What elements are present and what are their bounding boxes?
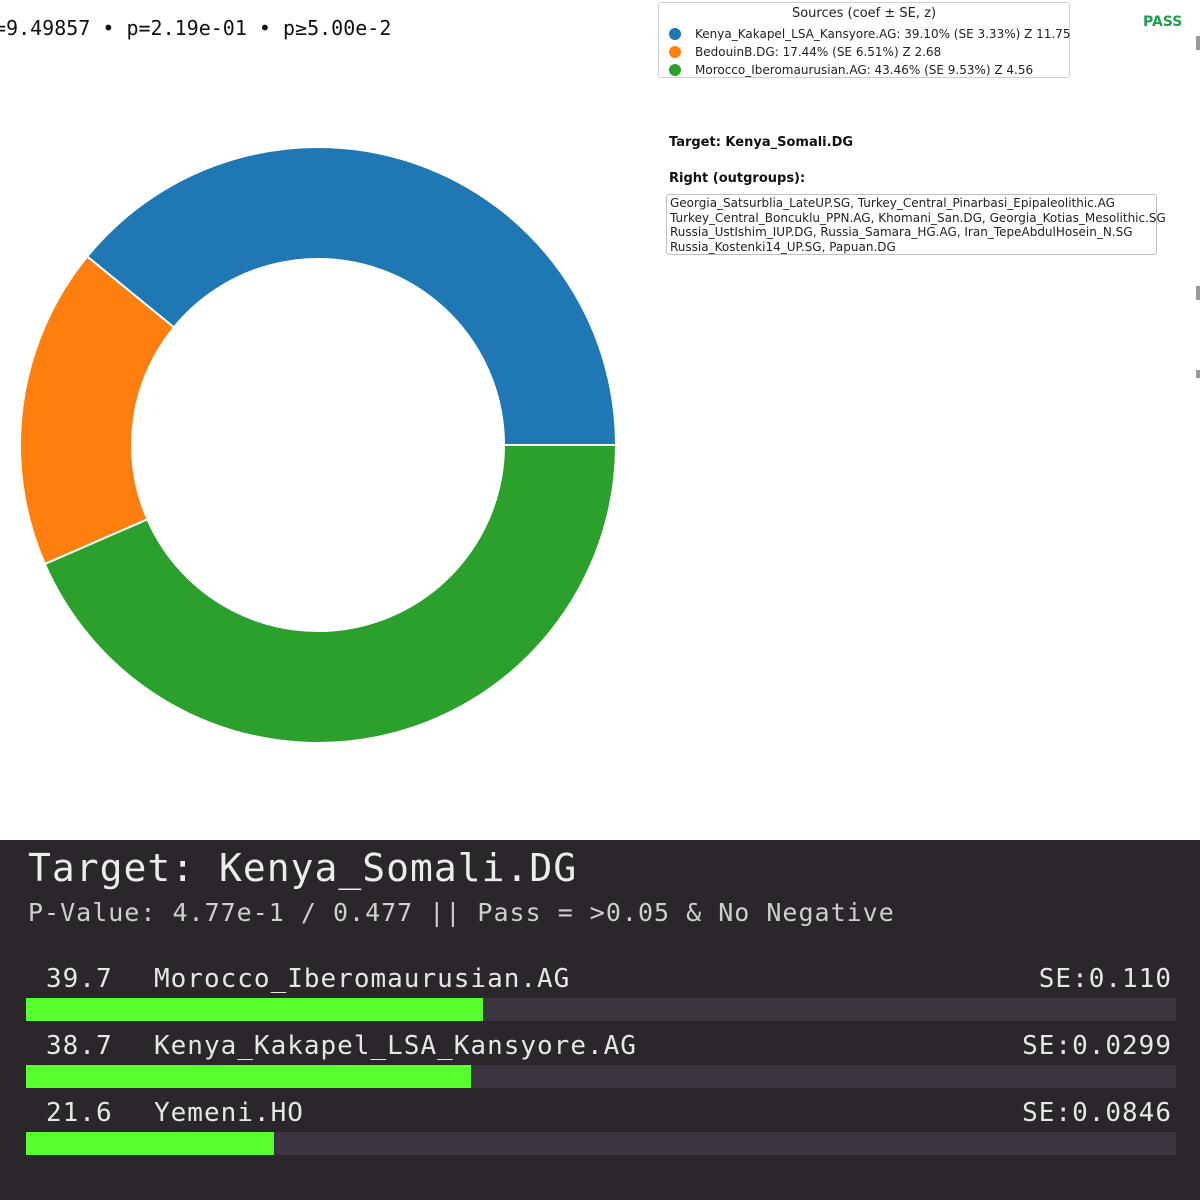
legend-entry-morocco-iberomaurusian: Morocco_Iberomaurusian.AG: 43.46% (SE 9.… bbox=[669, 61, 1033, 79]
bar-fill bbox=[26, 1065, 472, 1088]
edge-tick bbox=[1196, 286, 1200, 300]
target-label: Target: Kenya_Somali.DG bbox=[669, 135, 854, 150]
source-row-morocco-iberomaurusian: 39.7 Morocco_Iberomaurusian.AG SE:0.110 bbox=[0, 964, 1200, 1028]
row-source-name: Yemeni.HO bbox=[154, 1098, 304, 1128]
donut-slice-kenya-kakapel-lsa-kansyore-ag bbox=[85, 146, 618, 446]
legend-entry-text: BedouinB.DG: 17.44% (SE 6.51%) Z 2.68 bbox=[695, 45, 942, 59]
sources-legend: Sources (coef ± SE, z) Kenya_Kakapel_LSA… bbox=[658, 2, 1071, 79]
row-value: 21.6 bbox=[46, 1098, 113, 1128]
row-se: SE:0.0299 bbox=[1022, 1031, 1172, 1061]
row-source-name: Kenya_Kakapel_LSA_Kansyore.AG bbox=[154, 1031, 637, 1061]
legend-entry-bedouinb: BedouinB.DG: 17.44% (SE 6.51%) Z 2.68 bbox=[669, 43, 941, 61]
bar-chart-subtitle: P-Value: 4.77e-1 / 0.477 || Pass = >0.05… bbox=[28, 898, 895, 927]
row-value: 38.7 bbox=[46, 1031, 113, 1061]
admixture-bar-panel: Target: Kenya_Somali.DG P-Value: 4.77e-1… bbox=[0, 840, 1200, 1200]
source-row-kenya-kakapel: 38.7 Kenya_Kakapel_LSA_Kansyore.AG SE:0.… bbox=[0, 1031, 1200, 1095]
stats-line: =9.49857 • p=2.19e-01 • p≥5.00e-2 bbox=[0, 16, 392, 40]
admixture-donut-panel: =9.49857 • p=2.19e-01 • p≥5.00e-2 PASS S… bbox=[0, 0, 1200, 840]
bar-track bbox=[26, 1132, 1176, 1155]
legend-marker bbox=[669, 64, 681, 76]
donut-chart bbox=[19, 146, 618, 744]
row-se: SE:0.0846 bbox=[1022, 1098, 1172, 1128]
outgroups-line: Russia_UstIshim_IUP.DG, Russia_Samara_HG… bbox=[670, 225, 1133, 239]
edge-decoration bbox=[1196, 0, 1200, 840]
legend-entry-text: Morocco_Iberomaurusian.AG: 43.46% (SE 9.… bbox=[695, 63, 1034, 77]
bar-chart-title: Target: Kenya_Somali.DG bbox=[28, 846, 578, 890]
bar-track bbox=[26, 998, 1176, 1021]
edge-tick bbox=[1196, 36, 1200, 50]
outgroups-line: Russia_Kostenki14_UP.SG, Papuan.DG bbox=[670, 239, 896, 254]
row-se: SE:0.110 bbox=[1038, 964, 1172, 994]
bar-fill bbox=[26, 1132, 275, 1155]
source-row-yemeni: 21.6 Yemeni.HO SE:0.0846 bbox=[0, 1098, 1200, 1162]
outgroups-box: Georgia_Satsurblia_LateUP.SG, Turkey_Cen… bbox=[666, 194, 1166, 255]
outgroups-label: Right (outgroups): bbox=[669, 171, 806, 186]
legend-marker bbox=[669, 28, 681, 40]
outgroups-line: Turkey_Central_Boncuklu_PPN.AG, Khomani_… bbox=[670, 210, 1166, 225]
bar-fill bbox=[26, 998, 483, 1021]
donut-slice-morocco-iberomaurusian-ag bbox=[43, 444, 618, 744]
pass-status-label: PASS bbox=[1143, 14, 1183, 30]
legend-title: Sources (coef ± SE, z) bbox=[791, 6, 937, 21]
row-source-name: Morocco_Iberomaurusian.AG bbox=[154, 964, 571, 994]
outgroups-line: Georgia_Satsurblia_LateUP.SG, Turkey_Cen… bbox=[670, 196, 1115, 210]
edge-tick bbox=[1196, 370, 1200, 378]
legend-marker bbox=[669, 46, 681, 58]
legend-entry-kenya-kakapel: Kenya_Kakapel_LSA_Kansyore.AG: 39.10% (S… bbox=[669, 25, 1071, 43]
donut-slice-bedouinb-dg bbox=[19, 255, 176, 566]
legend-entry-text: Kenya_Kakapel_LSA_Kansyore.AG: 39.10% (S… bbox=[695, 27, 1071, 41]
row-value: 39.7 bbox=[46, 964, 113, 994]
bar-track bbox=[26, 1065, 1176, 1088]
